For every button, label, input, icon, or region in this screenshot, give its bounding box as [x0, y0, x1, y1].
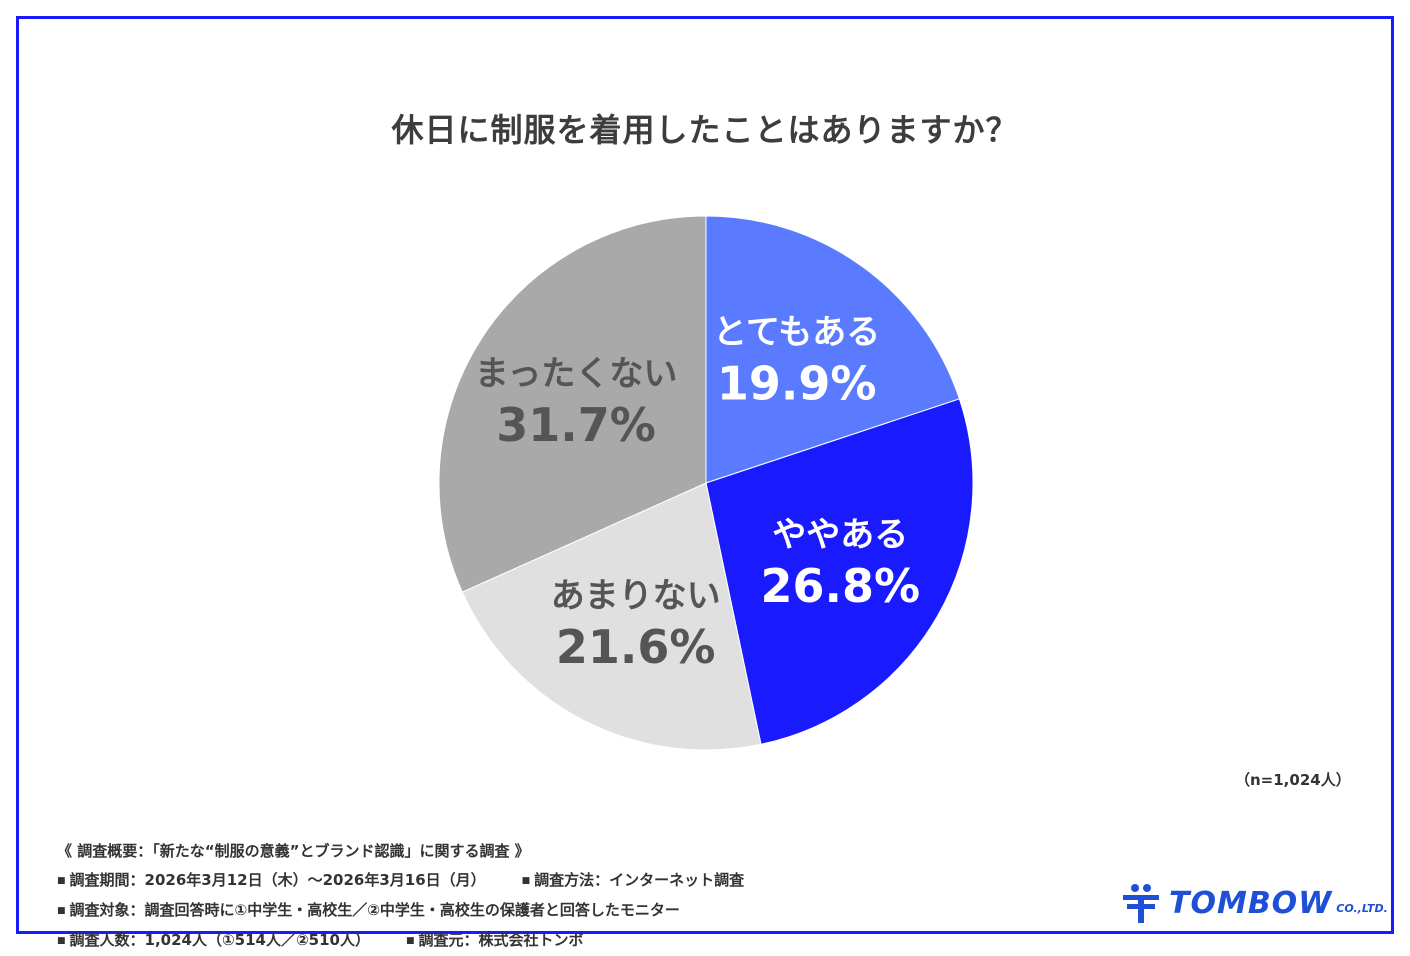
survey-period: 調査期間：2026年3月12日（木）～2026年3月16日（月） — [69, 871, 486, 889]
tombow-logo: TOMBOW CO.,LTD. — [1123, 881, 1388, 925]
chart-frame: 休日に制服を着用したことはありますか？ とてもある 19.9% ややある 26.8% あ… — [16, 16, 1394, 949]
bullet-icon: ■ — [521, 876, 531, 886]
pie-slice-0 — [705, 215, 961, 484]
bullet-icon: ■ — [57, 876, 66, 886]
survey-method: 調査方法：インターネット調査 — [534, 871, 745, 889]
pie-slice-3 — [438, 215, 707, 593]
slice-value-0: 19.9% — [717, 356, 877, 410]
survey-row-count-source: ■ 調査人数：1,024人（①514人／②510人） ■ 調査元：株式会社トンボ — [57, 926, 744, 956]
pie-slice-1 — [705, 398, 974, 745]
bullet-icon: ■ — [57, 906, 66, 916]
survey-count: 調査人数：1,024人（①514人／②510人） — [69, 931, 370, 949]
slice-value-3: 31.7% — [496, 398, 656, 452]
bullet-icon: ■ — [406, 936, 415, 946]
pie-slice-2 — [461, 482, 762, 751]
survey-target: 調査対象：調査回答時に①中学生・高校生／②中学生・高校生の保護者と回答したモニタ… — [69, 901, 680, 919]
logo-text: TOMBOW — [1169, 885, 1333, 921]
survey-source: 調査元：株式会社トンボ — [418, 931, 584, 949]
survey-heading: 《 調査概要：「新たな“制服の意義”とブランド認識」に関する調査 》 — [57, 842, 530, 860]
survey-row-target: ■ 調査対象：調査回答時に①中学生・高校生／②中学生・高校生の保護者と回答したモニ… — [57, 896, 744, 926]
bullet-icon: ■ — [57, 936, 66, 946]
logo-sub: CO.,LTD. — [1336, 901, 1388, 915]
slice-value-2: 21.6% — [556, 620, 716, 674]
slice-value-1: 26.8% — [760, 559, 920, 613]
slice-label-3: まったくない — [475, 354, 678, 394]
slice-label-1: ややある — [772, 515, 908, 555]
slice-label-0: とてもある — [713, 312, 880, 352]
tombow-mark-icon — [1123, 884, 1159, 923]
survey-row-period-method: ■ 調査期間：2026年3月12日（木）～2026年3月16日（月） ■ 調査方法：イ… — [57, 866, 744, 896]
chart-title: 休日に制服を着用したことはありますか？ — [391, 111, 1019, 149]
sample-size-note: （n=1,024人） — [1235, 771, 1351, 789]
survey-summary: 《 調査概要：「新たな“制服の意義”とブランド認識」に関する調査 》 ■ 調査期間… — [57, 837, 744, 956]
slice-label-2: あまりない — [551, 576, 721, 616]
